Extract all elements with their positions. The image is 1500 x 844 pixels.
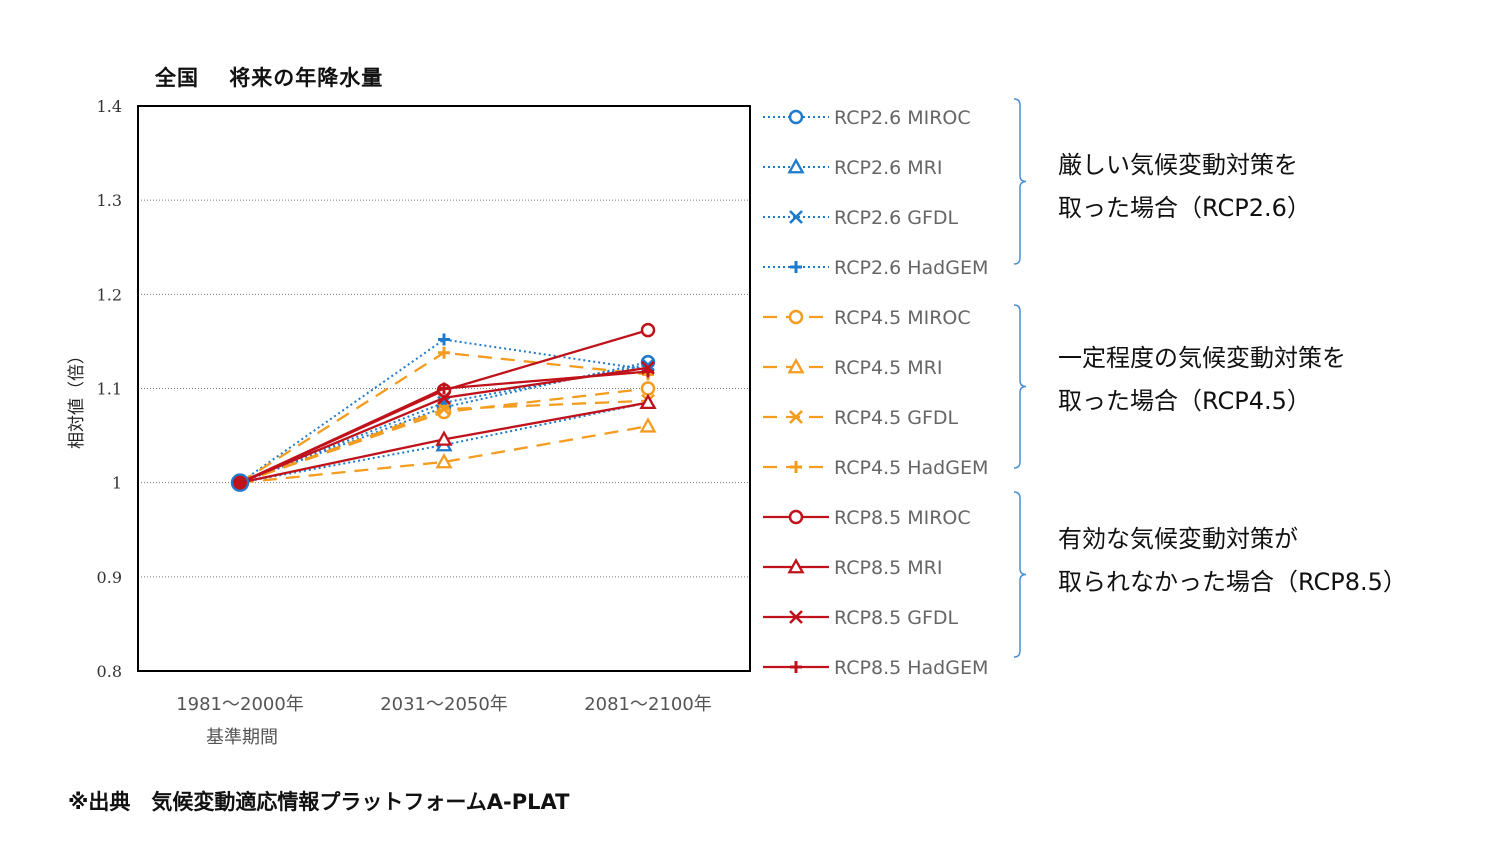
x-tick-label: 2081～2100年 — [584, 694, 712, 715]
data-point — [790, 461, 802, 473]
data-point — [437, 390, 451, 405]
legend-item: RCP2.6 GFDL — [763, 207, 959, 229]
group-label-rcp45-line2: 取った場合（RCP4.5） — [1058, 387, 1311, 415]
x-axis-sublabel: 基準期間 — [206, 727, 278, 748]
data-point — [789, 610, 803, 624]
data-point — [788, 309, 804, 325]
legend-label: RCP2.6 GFDL — [834, 207, 959, 229]
legend-label: RCP4.5 GFDL — [834, 407, 959, 429]
source-note: ※出典 気候変動適応情報プラットフォームA-PLAT — [68, 790, 570, 814]
group-brace — [1013, 304, 1027, 469]
data-point — [642, 365, 654, 378]
series-line — [239, 401, 649, 484]
data-point — [787, 558, 805, 574]
y-tick-label: 1.3 — [97, 191, 122, 210]
legend-item: RCP2.6 HadGEM — [763, 257, 988, 279]
legend-label: RCP8.5 HadGEM — [834, 657, 988, 679]
y-tick-label: 1.1 — [97, 380, 122, 399]
legend-label: RCP4.5 HadGEM — [834, 457, 988, 479]
data-point — [640, 322, 656, 338]
x-tick-label: 1981～2000年 — [176, 694, 304, 715]
legend-item: RCP8.5 GFDL — [763, 607, 959, 629]
baseline-point — [233, 475, 247, 490]
data-point — [790, 661, 802, 673]
legend-label: RCP8.5 MIROC — [834, 507, 971, 529]
series — [239, 393, 657, 484]
legend-label: RCP2.6 MRI — [834, 157, 942, 179]
group-label-rcp85: 有効な気候変動対策が 取られなかった場合（RCP8.5） — [1058, 518, 1407, 604]
data-point — [438, 382, 450, 395]
legend-label: RCP4.5 MRI — [834, 357, 942, 379]
group-label-rcp45-line1: 一定程度の気候変動対策を — [1058, 344, 1346, 372]
data-point — [435, 452, 453, 469]
y-axis-label: 相対値（倍） — [67, 347, 87, 449]
data-point — [790, 261, 802, 273]
legend-item: RCP2.6 MIROC — [763, 107, 971, 129]
data-point — [789, 410, 803, 424]
legend-item: RCP8.5 MIROC — [763, 507, 971, 529]
series — [239, 365, 654, 484]
data-point — [639, 417, 657, 433]
group-label-rcp85-line1: 有効な気候変動対策が — [1058, 525, 1298, 553]
series-line — [239, 338, 649, 484]
data-point — [787, 358, 805, 374]
y-tick-label: 0.9 — [97, 568, 122, 587]
legend-label: RCP2.6 HadGEM — [834, 257, 988, 279]
group-braces — [1013, 98, 1027, 658]
group-label-rcp26: 厳しい気候変動対策を 取った場合（RCP2.6） — [1058, 144, 1311, 230]
legend-item: RCP8.5 HadGEM — [763, 657, 988, 679]
legend-item: RCP2.6 MRI — [763, 157, 942, 179]
data-point — [787, 158, 805, 174]
y-axis-ticks: 1.4 1.3 1.2 1.1 1 0.9 0.8 — [97, 97, 122, 681]
chart-title: 全国 将来の年降水量 — [155, 66, 384, 90]
data-point — [438, 333, 450, 346]
y-tick-label: 1 — [112, 474, 122, 493]
legend-label: RCP8.5 GFDL — [834, 607, 959, 629]
data-point — [437, 402, 451, 417]
group-label-rcp26-line1: 厳しい気候変動対策を — [1058, 151, 1298, 179]
data-point — [789, 210, 803, 224]
data-point — [788, 109, 804, 125]
y-tick-label: 1.4 — [97, 97, 122, 116]
data-point — [640, 381, 656, 396]
legend-item: RCP4.5 GFDL — [763, 407, 959, 429]
y-tick-label: 0.8 — [97, 662, 122, 681]
data-point — [639, 393, 657, 410]
series-lines — [230, 322, 657, 492]
series — [239, 417, 657, 484]
legend-item: RCP8.5 MRI — [763, 557, 942, 579]
legend-item: RCP4.5 MRI — [763, 357, 942, 379]
group-brace — [1013, 98, 1027, 265]
data-point — [435, 430, 453, 446]
legend: RCP2.6 MIROC RCP2.6 MRI RCP2.6 GFDL RCP2.6 … — [763, 107, 988, 679]
legend-label: RCP4.5 MIROC — [834, 307, 971, 329]
legend-label: RCP2.6 MIROC — [834, 107, 971, 129]
group-brace — [1013, 491, 1027, 658]
x-tick-label: 2031～2050年 — [380, 694, 508, 715]
x-axis-ticks: 1981～2000年 2031～2050年 2081～2100年 — [176, 694, 712, 715]
y-tick-label: 1.2 — [97, 285, 122, 304]
legend-label: RCP8.5 MRI — [834, 557, 942, 579]
group-label-rcp45: 一定程度の気候変動対策を 取った場合（RCP4.5） — [1058, 337, 1346, 423]
group-label-rcp26-line2: 取った場合（RCP2.6） — [1058, 194, 1311, 222]
data-point — [788, 509, 804, 525]
data-point — [438, 346, 450, 359]
legend-item: RCP4.5 MIROC — [763, 307, 971, 329]
group-label-rcp85-line2: 取られなかった場合（RCP8.5） — [1058, 568, 1407, 596]
series — [239, 346, 654, 484]
legend-item: RCP4.5 HadGEM — [763, 457, 988, 479]
plot-area-frame — [137, 105, 751, 672]
